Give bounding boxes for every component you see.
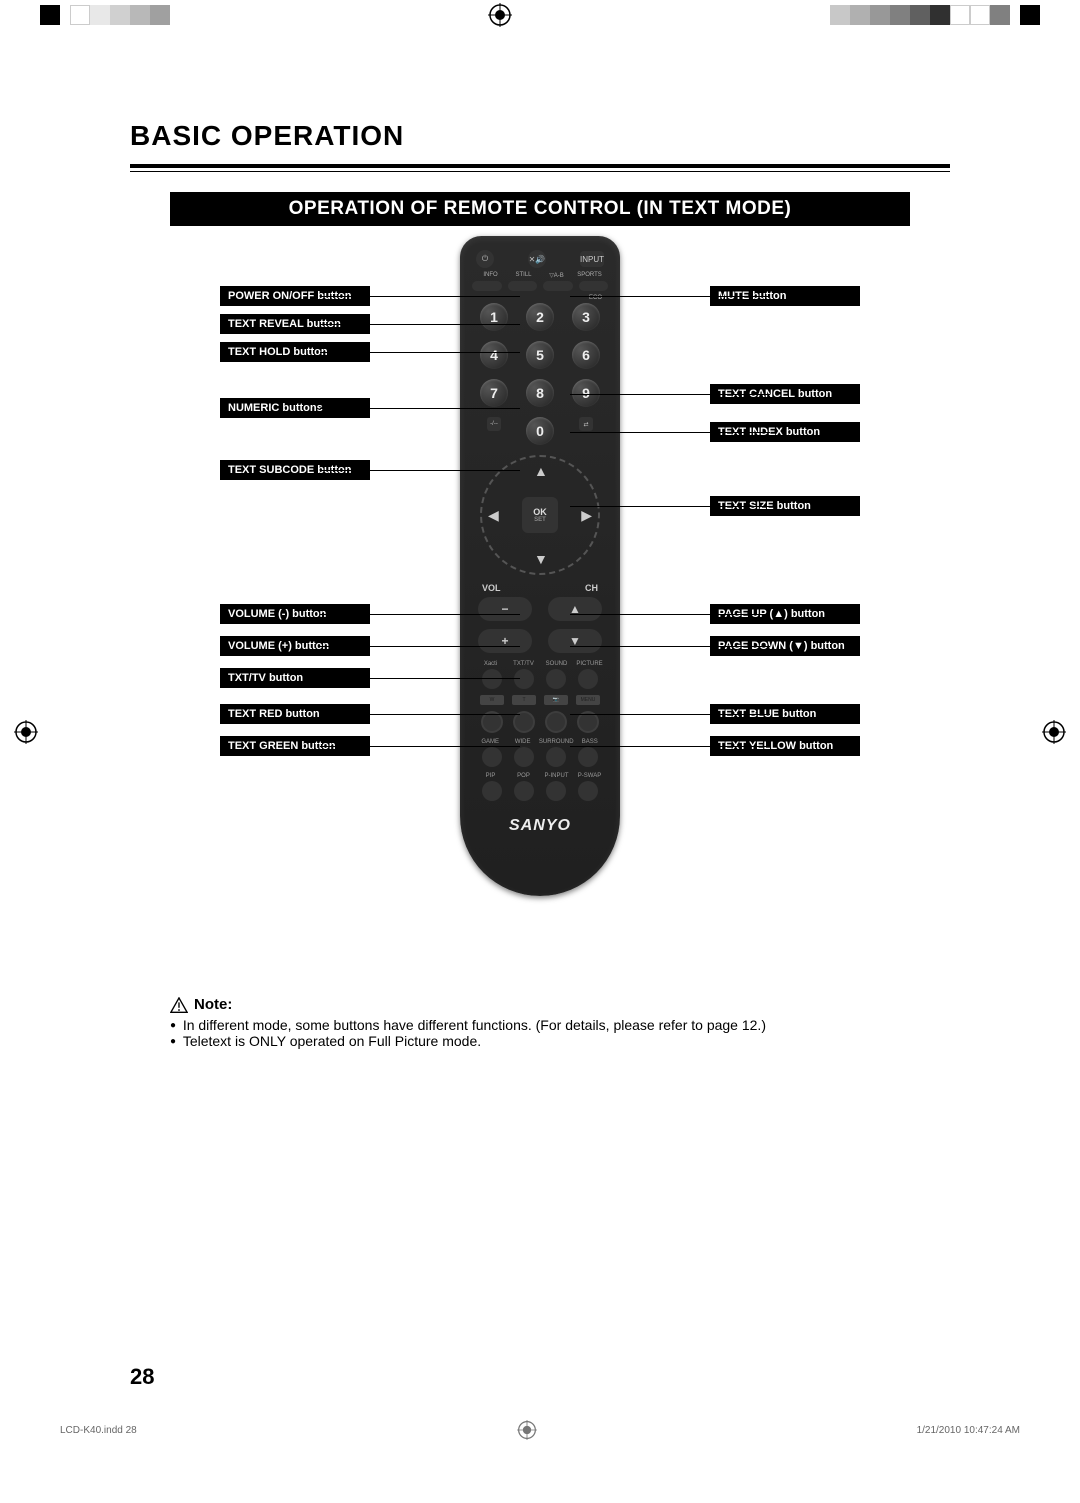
- color-bar-right: [830, 5, 1010, 25]
- black-square: [1020, 5, 1040, 25]
- footer-file: LCD-K40.indd 28: [60, 1425, 137, 1436]
- game-button[interactable]: [482, 747, 502, 767]
- printer-marks-top: [0, 0, 1080, 30]
- yellow-button[interactable]: [545, 711, 567, 733]
- num-2-button[interactable]: 2: [526, 303, 554, 331]
- note-list: In different mode, some buttons have dif…: [170, 1017, 910, 1049]
- bottom-labels: PIPPOPP-INPUTP-SWAP: [472, 773, 608, 779]
- note-section: Note: In different mode, some buttons ha…: [130, 996, 950, 1049]
- rect-button[interactable]: MENU: [576, 695, 600, 705]
- note-item: Teletext is ONLY operated on Full Pictur…: [170, 1033, 910, 1049]
- num-6-button[interactable]: 6: [572, 341, 600, 369]
- input-button[interactable]: INPUT: [580, 251, 604, 267]
- num-9-button[interactable]: 9: [572, 379, 600, 407]
- xacti-button[interactable]: [482, 669, 502, 689]
- num-5-button[interactable]: 5: [526, 341, 554, 369]
- vol-plus-button[interactable]: +: [478, 629, 532, 653]
- mini-labels-1: XactiTXT/TVSOUNDPICTURE: [472, 661, 608, 667]
- color-bar-left: [70, 5, 170, 25]
- registration-mark-icon: [14, 720, 38, 744]
- pswap-button[interactable]: [578, 781, 598, 801]
- picture-button[interactable]: [578, 669, 598, 689]
- pill-row-1: [472, 281, 608, 291]
- ok-button[interactable]: OKSET: [522, 497, 558, 533]
- page-number: 28: [130, 1364, 154, 1390]
- txt-tv-button[interactable]: [514, 669, 534, 689]
- row2-labels: INFOSTILL▽A-BSPORTS: [472, 272, 608, 279]
- rect-row: WT 📷 MENU: [472, 695, 608, 705]
- brand-logo: SANYO: [472, 817, 608, 835]
- power-icon: ⏻: [482, 254, 488, 264]
- page: BASIC OPERATION OPERATION OF REMOTE CONT…: [0, 30, 1080, 1450]
- note-item: In different mode, some buttons have dif…: [170, 1017, 910, 1033]
- page-title: BASIC OPERATION: [130, 120, 950, 152]
- dpad: ▲ ▼ ◀ ▶ OKSET: [480, 455, 600, 575]
- registration-mark-icon: [1042, 720, 1066, 744]
- num-1-button[interactable]: 1: [480, 303, 508, 331]
- pinput-button[interactable]: [546, 781, 566, 801]
- vol-minus-button[interactable]: −: [478, 597, 532, 621]
- ab-button[interactable]: [543, 281, 573, 291]
- info-button[interactable]: [472, 281, 502, 291]
- up-button[interactable]: ▲: [534, 463, 548, 479]
- ch-label: CH: [585, 583, 598, 593]
- title-underline: [130, 164, 950, 172]
- still-button[interactable]: [508, 281, 538, 291]
- section-subtitle: OPERATION OF REMOTE CONTROL (IN TEXT MOD…: [170, 192, 910, 226]
- wide-button[interactable]: [514, 747, 534, 767]
- color-labels: GAMEWIDESURROUNDBASS: [472, 739, 608, 745]
- warning-icon: [170, 997, 188, 1013]
- rect-button[interactable]: W: [480, 695, 504, 705]
- num-0-button[interactable]: 0: [526, 417, 554, 445]
- note-heading: Note:: [194, 996, 232, 1013]
- power-button[interactable]: ⏻: [476, 250, 494, 268]
- remote-diagram: POWER ON/OFF buttonTEXT REVEAL buttonTEX…: [130, 256, 950, 956]
- footer: LCD-K40.indd 28 1/21/2010 10:47:24 AM: [0, 1420, 1080, 1440]
- num-3-button[interactable]: 3: [572, 303, 600, 331]
- down-button[interactable]: ▼: [534, 551, 548, 567]
- footer-datetime: 1/21/2010 10:47:24 AM: [917, 1425, 1020, 1436]
- ch-up-button[interactable]: ▲: [548, 597, 602, 621]
- rect-button[interactable]: T: [512, 695, 536, 705]
- black-square: [40, 5, 60, 25]
- sound-button[interactable]: [546, 669, 566, 689]
- vol-label: VOL: [482, 583, 501, 593]
- swap-button[interactable]: ⇄: [579, 417, 593, 431]
- surround-button[interactable]: [546, 747, 566, 767]
- num-8-button[interactable]: 8: [526, 379, 554, 407]
- bass-button[interactable]: [578, 747, 598, 767]
- ch-down-button[interactable]: ▼: [548, 629, 602, 653]
- left-button[interactable]: ◀: [488, 507, 499, 524]
- num-7-button[interactable]: 7: [480, 379, 508, 407]
- mute-button[interactable]: ✕🔊: [528, 250, 546, 268]
- registration-mark-icon: [488, 3, 512, 27]
- pop-button[interactable]: [514, 781, 534, 801]
- right-button[interactable]: ▶: [581, 507, 592, 524]
- remote-control: ⏻ ✕🔊 INPUT INFOSTILL▽A-BSPORTS ECO 12345…: [450, 236, 630, 936]
- pip-button[interactable]: [482, 781, 502, 801]
- sports-button[interactable]: [579, 281, 609, 291]
- registration-mark-icon: [517, 1420, 537, 1440]
- num-4-button[interactable]: 4: [480, 341, 508, 369]
- plusminus-button[interactable]: -/--: [487, 417, 501, 431]
- rect-button[interactable]: 📷: [544, 695, 568, 705]
